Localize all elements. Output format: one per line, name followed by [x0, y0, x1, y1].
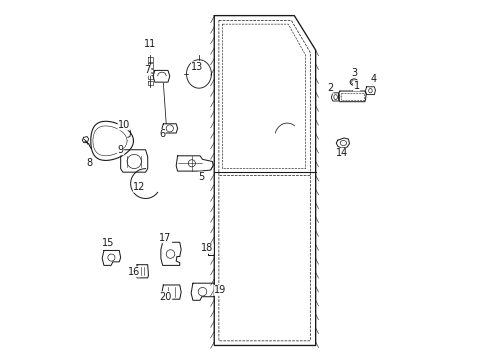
Text: 20: 20 [159, 292, 171, 302]
Text: 6: 6 [159, 130, 164, 139]
Text: 18: 18 [201, 243, 213, 253]
Text: 2: 2 [326, 83, 332, 93]
Text: 11: 11 [144, 39, 156, 49]
Text: 15: 15 [102, 238, 115, 248]
Text: 4: 4 [369, 73, 376, 84]
Text: 14: 14 [336, 148, 348, 158]
Text: 10: 10 [118, 120, 130, 130]
Text: 16: 16 [128, 267, 140, 277]
Text: 17: 17 [159, 233, 171, 243]
Text: 9: 9 [118, 145, 123, 155]
Text: 13: 13 [191, 62, 203, 72]
Text: 5: 5 [198, 172, 204, 182]
Text: 12: 12 [133, 182, 145, 192]
Text: 7: 7 [144, 66, 150, 75]
Text: 19: 19 [214, 285, 226, 295]
Text: 3: 3 [350, 68, 356, 77]
Text: 8: 8 [86, 158, 93, 168]
Text: 1: 1 [353, 81, 359, 91]
